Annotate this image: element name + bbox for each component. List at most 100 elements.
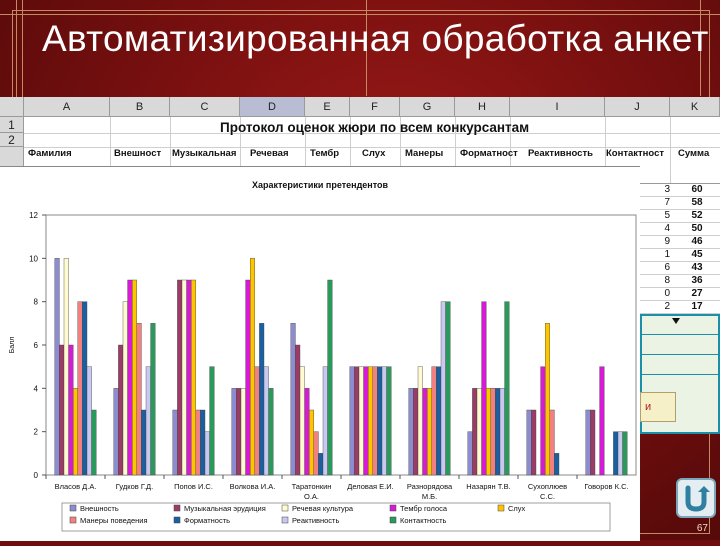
sum-value[interactable]: 50 <box>691 223 703 234</box>
header-cell[interactable]: Манеры <box>405 148 444 159</box>
header-cell[interactable]: Фамилия <box>28 148 72 159</box>
grid-line <box>24 147 720 148</box>
column-header-h[interactable]: H <box>455 97 510 117</box>
bar <box>127 279 133 476</box>
note-cell[interactable]: и <box>640 392 676 422</box>
sum-value[interactable]: 27 <box>691 288 703 299</box>
column-header-c[interactable]: C <box>170 97 240 117</box>
grid-line <box>24 133 720 134</box>
bar <box>613 431 619 476</box>
rank-value[interactable]: 8 <box>664 275 670 286</box>
page-number: 67 <box>696 523 708 534</box>
column-header-d[interactable]: D <box>240 97 305 117</box>
header-cell[interactable]: Контактност <box>606 148 665 159</box>
legend-swatch <box>69 516 77 524</box>
return-arrow-icon <box>685 485 710 512</box>
column-header-a[interactable]: A <box>24 97 110 117</box>
bar <box>231 388 237 476</box>
bar <box>427 388 433 476</box>
bar <box>91 409 97 476</box>
sum-value[interactable]: 52 <box>691 210 703 221</box>
legend-label: Манеры поведения <box>80 516 148 525</box>
legend-label: Контактность <box>400 516 447 525</box>
column-header-f[interactable]: F <box>350 97 400 117</box>
table-row: 0 27 <box>640 288 720 301</box>
sum-value[interactable]: 58 <box>691 197 703 208</box>
header-cell[interactable]: Реактивность <box>528 148 593 159</box>
bar <box>82 301 88 476</box>
chart-title: Характеристики претендентов <box>252 180 389 190</box>
bar <box>181 279 187 476</box>
bar <box>490 388 496 476</box>
x-tick-label: Деловая Е.И. <box>347 482 393 491</box>
bar <box>77 301 83 476</box>
header-cell[interactable]: Речевая <box>250 148 289 159</box>
bar <box>318 453 324 476</box>
slide-title: Автоматизированная обработка анкет <box>42 18 709 59</box>
rank-value[interactable]: 3 <box>664 184 670 195</box>
grid-line <box>240 117 241 183</box>
table-row: 4 50 <box>640 223 720 236</box>
header-cell[interactable]: Внешност <box>114 148 162 159</box>
chart-panel: Характеристики претендентов Балл 0 2 4 6 8 10 12… <box>0 166 640 541</box>
rank-value[interactable]: 9 <box>664 236 670 247</box>
sum-value[interactable]: 43 <box>691 262 703 273</box>
corner-cell[interactable] <box>0 97 24 117</box>
legend-label: Речевая культура <box>292 504 354 513</box>
sum-value[interactable]: 46 <box>691 236 703 247</box>
bar <box>363 366 369 476</box>
dropdown-arrow-icon[interactable] <box>672 318 680 324</box>
bar <box>585 409 591 476</box>
sum-value[interactable]: 36 <box>691 275 703 286</box>
legend-swatch <box>173 516 181 524</box>
row-header-1[interactable]: 1 <box>0 117 24 133</box>
legend-swatch <box>389 504 397 512</box>
return-button[interactable] <box>676 478 716 518</box>
bar <box>68 344 74 476</box>
legend-swatch <box>69 504 77 512</box>
rank-value[interactable]: 0 <box>664 288 670 299</box>
bar <box>186 279 192 476</box>
row-header-2[interactable]: 2 <box>0 133 24 147</box>
rank-value[interactable]: 5 <box>664 210 670 221</box>
bar <box>617 431 623 476</box>
bar <box>190 279 196 476</box>
column-header-b[interactable]: B <box>110 97 170 117</box>
sheet-title[interactable]: Протокол оценок жюри по всем конкурсанта… <box>220 120 530 135</box>
column-header-k[interactable]: K <box>670 97 720 117</box>
bar <box>249 258 255 476</box>
bar <box>299 366 305 476</box>
bar <box>422 388 428 476</box>
bar <box>54 258 60 476</box>
bar <box>349 366 355 476</box>
sum-value[interactable]: 17 <box>691 301 703 312</box>
grid-line <box>605 117 606 183</box>
header-cell[interactable]: Музыкальная <box>172 148 237 159</box>
column-header-g[interactable]: G <box>400 97 455 117</box>
bar <box>259 323 265 476</box>
column-header-i[interactable]: I <box>510 97 605 117</box>
bar <box>445 301 451 476</box>
column-header-j[interactable]: J <box>605 97 670 117</box>
bar <box>177 279 183 476</box>
header-cell[interactable]: Сумма <box>678 148 710 159</box>
header-cell[interactable]: Форматност <box>460 148 518 159</box>
chart: Характеристики претендентов Балл 0 2 4 6 8 10 12… <box>9 180 637 532</box>
y-tick-label: 2 <box>34 428 39 437</box>
x-tick-label: Власов Д.А. <box>55 482 97 491</box>
grid-line <box>670 117 671 183</box>
header-cell[interactable]: Слух <box>362 148 386 159</box>
header-cell[interactable]: Тембр <box>310 148 340 159</box>
sum-value[interactable]: 60 <box>691 184 703 195</box>
rank-value[interactable]: 2 <box>664 301 670 312</box>
sum-value[interactable]: 45 <box>691 249 703 260</box>
y-tick-label: 10 <box>29 254 38 263</box>
rank-value[interactable]: 1 <box>664 249 670 260</box>
rank-value[interactable]: 4 <box>664 223 670 234</box>
grid-line <box>110 117 111 183</box>
legend-label: Тембр голоса <box>400 504 448 513</box>
bar <box>499 388 505 476</box>
rank-value[interactable]: 6 <box>664 262 670 273</box>
column-header-e[interactable]: E <box>305 97 350 117</box>
rank-value[interactable]: 7 <box>664 197 670 208</box>
